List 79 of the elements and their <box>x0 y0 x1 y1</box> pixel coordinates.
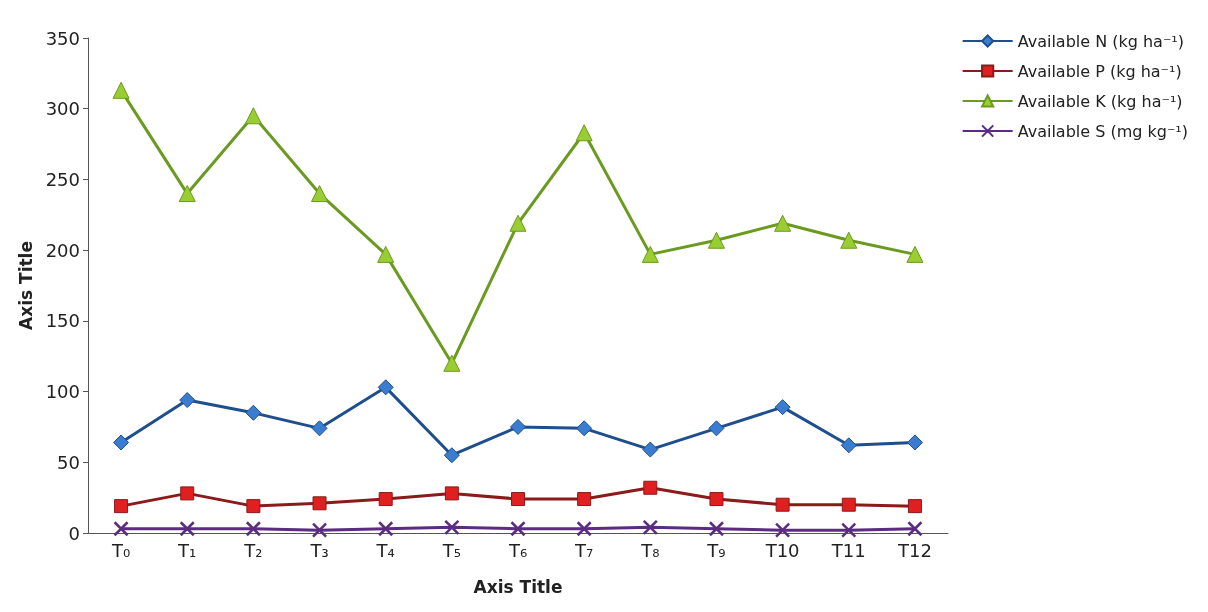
point <box>244 107 262 125</box>
point <box>906 245 924 263</box>
point <box>642 519 659 536</box>
point <box>311 522 328 538</box>
point <box>444 486 459 501</box>
point <box>509 214 527 232</box>
x-tick-label: T11 <box>830 539 866 561</box>
point <box>708 420 725 437</box>
y-tick-label: 50 <box>57 451 80 473</box>
legend-label: Available K (kg ha⁻¹) <box>1017 91 1183 111</box>
point <box>709 492 724 507</box>
x-tick-label: T₅ <box>441 539 461 561</box>
point <box>312 496 327 511</box>
x-tick-label: T₄ <box>375 539 395 561</box>
point <box>841 522 857 538</box>
point <box>774 214 792 232</box>
y-tick-label: 300 <box>45 98 80 120</box>
point <box>113 434 130 451</box>
point <box>179 392 196 409</box>
point <box>377 521 394 537</box>
point <box>311 420 328 437</box>
y-axis-title: Axis Title <box>16 241 37 330</box>
x-tick-label: T₂ <box>243 539 263 561</box>
x-tick-label: T₁ <box>177 539 197 561</box>
point <box>577 492 592 507</box>
x-tick-label: T₀ <box>110 539 131 561</box>
legend-label: Available P (kg ha⁻¹) <box>1017 61 1182 81</box>
y-tick-label: 100 <box>45 381 80 403</box>
point <box>775 497 790 512</box>
point <box>708 521 725 537</box>
point <box>510 521 526 537</box>
point <box>245 521 262 537</box>
point <box>707 231 725 249</box>
y-tick-label: 200 <box>45 239 80 261</box>
point <box>774 522 791 538</box>
x-tick-label: T₇ <box>574 539 594 561</box>
point <box>840 231 858 249</box>
x-tick-label: T₈ <box>640 539 660 561</box>
point <box>840 437 857 454</box>
point <box>179 521 195 537</box>
point <box>245 404 262 421</box>
point <box>311 185 329 203</box>
point <box>510 418 526 435</box>
point <box>377 379 394 396</box>
point <box>112 81 130 99</box>
point <box>576 521 592 537</box>
y-tick-label: 150 <box>45 310 80 332</box>
point <box>178 185 196 203</box>
point <box>642 441 659 458</box>
point <box>443 447 460 464</box>
x-tick-label: T₉ <box>706 539 726 561</box>
point <box>443 354 461 372</box>
point <box>906 434 923 451</box>
point <box>246 499 261 514</box>
point <box>774 399 791 416</box>
y-tick-label: 350 <box>45 27 80 49</box>
y-tick-label: 250 <box>45 168 80 190</box>
point <box>907 499 922 514</box>
point <box>641 245 659 263</box>
x-tick-label: T10 <box>764 539 800 561</box>
point <box>378 492 393 507</box>
point <box>575 124 593 142</box>
point <box>576 420 593 437</box>
y-tick-label: 0 <box>68 522 80 544</box>
legend-label: Available S (mg kg⁻¹) <box>1017 121 1188 141</box>
point <box>511 492 525 507</box>
point <box>180 486 195 501</box>
point <box>643 480 658 495</box>
x-tick-label: T12 <box>896 539 932 561</box>
point <box>114 499 129 514</box>
x-tick-label: T₃ <box>309 539 329 561</box>
point <box>907 521 923 537</box>
legend-label: Available N (kg ha⁻¹) <box>1017 31 1185 51</box>
x-axis-title: Axis Title <box>473 576 563 597</box>
x-tick-label: T₆ <box>507 539 528 561</box>
point <box>444 519 460 536</box>
point <box>377 245 395 263</box>
point <box>841 497 856 512</box>
point <box>113 521 129 537</box>
